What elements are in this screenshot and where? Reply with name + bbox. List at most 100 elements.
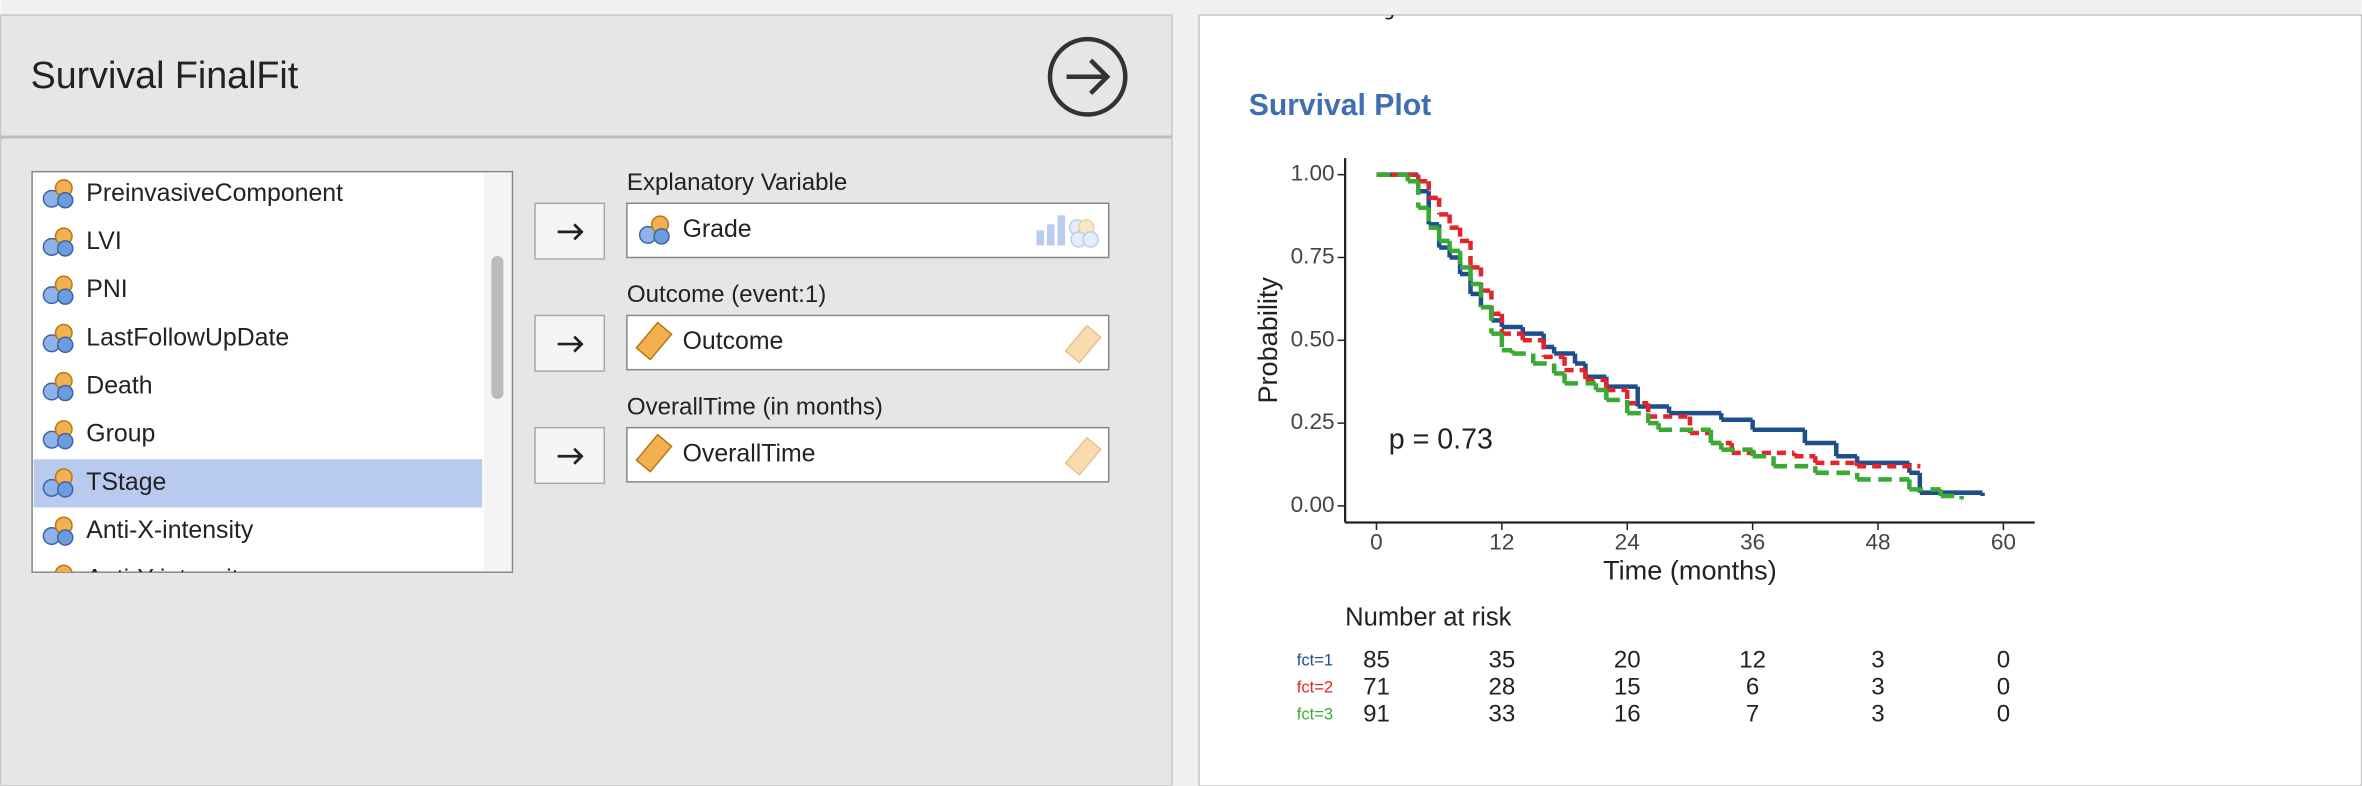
- variable-name: PreinvasiveComponent: [86, 180, 343, 207]
- variable-item[interactable]: LastFollowUpDate: [42, 323, 289, 354]
- icon-part: [56, 481, 74, 498]
- scroll-thumb[interactable]: [491, 255, 504, 400]
- ruler-icon: [1064, 324, 1102, 364]
- x-axis-label: Time (months): [1603, 554, 1777, 585]
- risk-count: 0: [1997, 701, 2010, 728]
- fields: Explanatory Variable Grade Outcome (event:…: [534, 169, 1110, 485]
- risk-count: 0: [1997, 673, 2010, 700]
- field[interactable]: Outcome: [626, 314, 1110, 371]
- arrow-icon: [557, 223, 584, 241]
- risk-row-label: fct=1: [1297, 650, 1333, 669]
- icon-part: [56, 336, 74, 354]
- field-box: [626, 426, 1110, 483]
- variable-name: Group: [86, 421, 155, 448]
- bar-icon: [1036, 230, 1044, 246]
- risk-row-label: fct=2: [1297, 678, 1333, 697]
- y-tick-label: 0.75: [1291, 243, 1335, 268]
- icon-part: [56, 432, 74, 450]
- risk-table-title: Number at risk: [1345, 604, 1512, 632]
- x-tick-label: 36: [1740, 530, 1765, 555]
- ruler-icon: [1064, 436, 1102, 476]
- variable-item[interactable]: Anti-Y-intensity: [43, 564, 252, 593]
- variable-item[interactable]: LVI: [42, 227, 122, 257]
- variable-name: PNI: [86, 276, 127, 303]
- risk-count: 3: [1871, 701, 1884, 728]
- icon-part: [653, 228, 670, 245]
- x-tick-label: 48: [1865, 530, 1890, 555]
- bar-icon: [1057, 215, 1066, 246]
- icon-part: [1082, 231, 1099, 248]
- x-tick-label: 12: [1489, 530, 1514, 555]
- survival-curve: [1376, 172, 1964, 500]
- icon-part: [56, 384, 74, 402]
- move-button[interactable]: [534, 314, 606, 372]
- variable-items: PreinvasiveComponent LVI PNI LastFollowUpDa…: [33, 179, 483, 593]
- variable-item[interactable]: Group: [42, 420, 155, 450]
- field-value: OverallTime: [683, 440, 816, 467]
- risk-count: 91: [1363, 701, 1390, 728]
- y-tick-label: 0.25: [1291, 409, 1335, 434]
- x-tick-label: 60: [1991, 530, 2016, 555]
- risk-count: 28: [1488, 673, 1515, 700]
- risk-count: 0: [1997, 646, 2010, 673]
- panel-title: Survival FinalFit: [31, 54, 299, 96]
- x-tick-label: 0: [1370, 530, 1383, 555]
- y-axis-label: Probability: [1252, 277, 1283, 404]
- output-text-wrap: P value adjustment method: BH: [1249, 0, 1642, 22]
- y-tick-label: 0.50: [1291, 326, 1335, 351]
- y-tick-label: 0.00: [1291, 492, 1335, 517]
- variable-name: TStage: [86, 469, 166, 496]
- arrow-icon: [557, 335, 584, 353]
- plot-title: Survival Plot: [1249, 89, 1431, 122]
- risk-count: 33: [1488, 701, 1515, 728]
- icon-part: [56, 240, 74, 257]
- move-button[interactable]: [534, 202, 606, 260]
- field-label: OverallTime (in months): [627, 393, 883, 420]
- field-box: [626, 314, 1110, 371]
- ruler-icon: [635, 321, 673, 361]
- variable-item[interactable]: PreinvasiveComponent: [42, 179, 343, 209]
- risk-count: 71: [1363, 673, 1390, 700]
- variable-item[interactable]: TStage: [33, 459, 483, 508]
- risk-count: 20: [1614, 646, 1641, 673]
- run-button[interactable]: [1047, 36, 1128, 117]
- arrow-icon: [557, 447, 584, 465]
- risk-count: 6: [1746, 673, 1759, 700]
- risk-count: 7: [1746, 701, 1759, 728]
- risk-count: 3: [1871, 646, 1884, 673]
- field-box: [626, 202, 1110, 259]
- icon-part: [56, 529, 74, 546]
- p-value: p = 0.73: [1389, 424, 1493, 456]
- x-tick-label: 24: [1615, 530, 1640, 555]
- icon-part: [56, 288, 74, 305]
- icon-part: [56, 191, 74, 209]
- variable-name: LVI: [86, 228, 121, 255]
- variable-name: Anti-Y-intensity: [86, 565, 251, 592]
- field-label: Explanatory Variable: [627, 169, 847, 196]
- field[interactable]: OverallTime: [626, 426, 1110, 483]
- icon-part: [54, 564, 73, 573]
- risk-count: 85: [1363, 646, 1390, 673]
- variable-name: Death: [86, 373, 152, 400]
- ruler-icon: [635, 433, 673, 473]
- selection: [33, 459, 483, 508]
- output-text: P value adjustment method: BH: [1249, 0, 1642, 22]
- field-label: Outcome (event:1): [627, 281, 826, 308]
- field[interactable]: Grade: [626, 202, 1110, 259]
- variable-item[interactable]: PNI: [42, 275, 128, 305]
- risk-row-label: fct=3: [1297, 705, 1333, 724]
- variable-name: Anti-X-intensity: [86, 517, 254, 544]
- risk-count: 3: [1871, 673, 1884, 700]
- variable-item[interactable]: Death: [42, 371, 153, 402]
- move-button[interactable]: [534, 426, 606, 485]
- variable-name: LastFollowUpDate: [86, 324, 289, 351]
- field-value: Grade: [683, 216, 752, 243]
- risk-count: 16: [1614, 701, 1641, 728]
- risk-count: 12: [1739, 646, 1766, 673]
- y-tick-label: 1.00: [1291, 161, 1335, 186]
- variable-item[interactable]: Anti-X-intensity: [42, 516, 254, 546]
- field-value: Outcome: [683, 328, 784, 355]
